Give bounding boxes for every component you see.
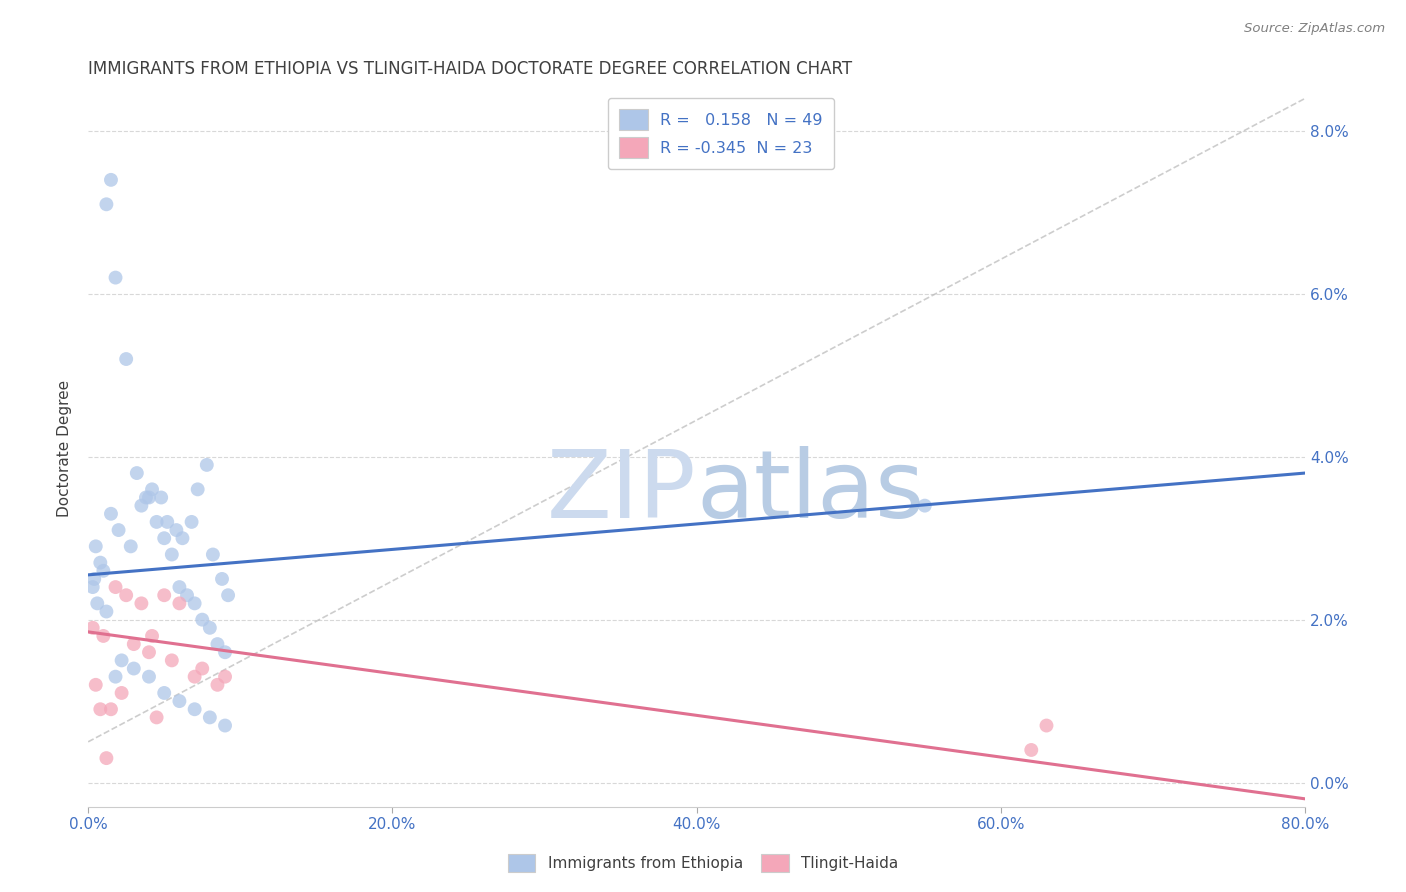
Point bbox=[172, 531, 194, 545]
Point bbox=[89, 556, 111, 570]
Point bbox=[83, 572, 105, 586]
Point bbox=[180, 515, 202, 529]
Point bbox=[169, 694, 191, 708]
Legend: R =   0.158   N = 49, R = -0.345  N = 23: R = 0.158 N = 49, R = -0.345 N = 23 bbox=[607, 98, 834, 169]
Point bbox=[183, 702, 205, 716]
Point bbox=[145, 710, 167, 724]
Point bbox=[198, 621, 221, 635]
Point bbox=[96, 751, 118, 765]
Point bbox=[93, 629, 115, 643]
Text: ZIP: ZIP bbox=[547, 446, 696, 538]
Point bbox=[82, 621, 104, 635]
Point bbox=[145, 515, 167, 529]
Point bbox=[191, 661, 214, 675]
Point bbox=[110, 653, 132, 667]
Point bbox=[138, 491, 160, 505]
Text: IMMIGRANTS FROM ETHIOPIA VS TLINGIT-HAIDA DOCTORATE DEGREE CORRELATION CHART: IMMIGRANTS FROM ETHIOPIA VS TLINGIT-HAID… bbox=[89, 60, 852, 78]
Point bbox=[96, 605, 118, 619]
Point bbox=[191, 613, 214, 627]
Point bbox=[86, 596, 108, 610]
Point bbox=[122, 637, 145, 651]
Point bbox=[115, 352, 138, 367]
Point bbox=[165, 523, 187, 537]
Point bbox=[84, 540, 107, 554]
Point bbox=[201, 548, 224, 562]
Point bbox=[138, 645, 160, 659]
Point bbox=[104, 270, 127, 285]
Point bbox=[214, 670, 236, 684]
Point bbox=[217, 588, 239, 602]
Point bbox=[131, 499, 153, 513]
Point bbox=[125, 466, 148, 480]
Point bbox=[141, 483, 163, 497]
Point bbox=[207, 637, 229, 651]
Point bbox=[82, 580, 104, 594]
Point bbox=[153, 531, 176, 545]
Point bbox=[914, 499, 936, 513]
Point bbox=[214, 718, 236, 732]
Point bbox=[183, 596, 205, 610]
Point bbox=[1035, 718, 1057, 732]
Point bbox=[107, 523, 129, 537]
Point bbox=[160, 548, 183, 562]
Point bbox=[100, 507, 122, 521]
Point bbox=[187, 483, 209, 497]
Point bbox=[195, 458, 218, 472]
Point bbox=[198, 710, 221, 724]
Point bbox=[150, 491, 173, 505]
Point bbox=[135, 491, 157, 505]
Text: Source: ZipAtlas.com: Source: ZipAtlas.com bbox=[1244, 22, 1385, 36]
Legend: Immigrants from Ethiopia, Tlingit-Haida: Immigrants from Ethiopia, Tlingit-Haida bbox=[501, 846, 905, 880]
Point bbox=[141, 629, 163, 643]
Point bbox=[183, 670, 205, 684]
Text: atlas: atlas bbox=[696, 446, 925, 538]
Point bbox=[214, 645, 236, 659]
Point bbox=[153, 686, 176, 700]
Point bbox=[120, 540, 142, 554]
Point bbox=[89, 702, 111, 716]
Point bbox=[96, 197, 118, 211]
Point bbox=[169, 596, 191, 610]
Point bbox=[93, 564, 115, 578]
Point bbox=[104, 670, 127, 684]
Point bbox=[115, 588, 138, 602]
Point bbox=[122, 661, 145, 675]
Point bbox=[169, 580, 191, 594]
Point bbox=[104, 580, 127, 594]
Point bbox=[100, 173, 122, 187]
Point bbox=[110, 686, 132, 700]
Point bbox=[207, 678, 229, 692]
Point bbox=[156, 515, 179, 529]
Point bbox=[100, 702, 122, 716]
Y-axis label: Doctorate Degree: Doctorate Degree bbox=[58, 380, 72, 517]
Point bbox=[211, 572, 233, 586]
Point bbox=[153, 588, 176, 602]
Point bbox=[138, 670, 160, 684]
Point bbox=[1019, 743, 1042, 757]
Point bbox=[176, 588, 198, 602]
Point bbox=[131, 596, 153, 610]
Point bbox=[160, 653, 183, 667]
Point bbox=[84, 678, 107, 692]
